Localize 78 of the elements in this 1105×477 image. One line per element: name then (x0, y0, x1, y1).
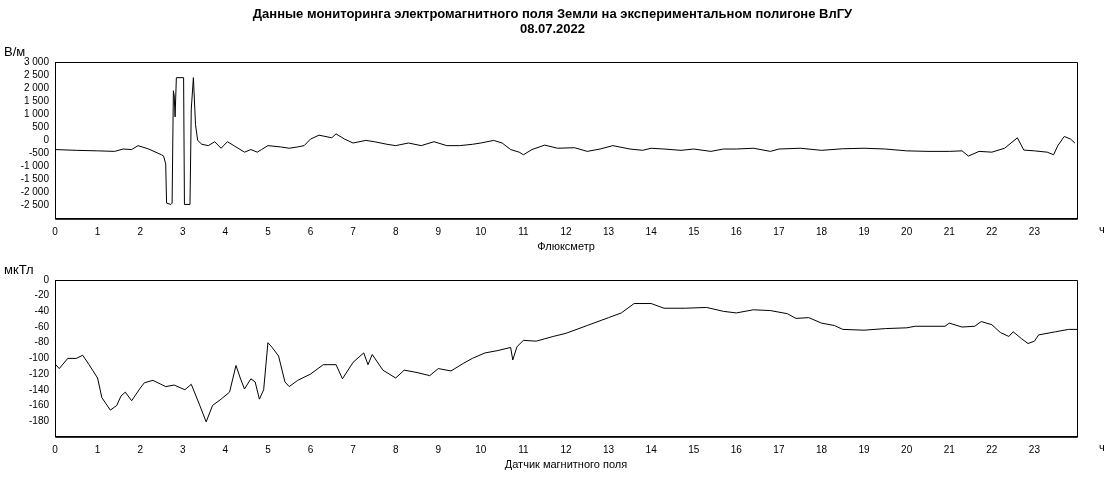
text: ч (1099, 223, 1105, 236)
y-tick-label: -1 500 (20, 173, 50, 185)
x-tick-label: 21 (943, 443, 956, 455)
x-tick-label: 23 (1028, 443, 1041, 455)
y-tick-label: -2 000 (20, 186, 50, 198)
y-tick-label: -2 500 (20, 199, 50, 211)
x-tick-label: 10 (475, 443, 487, 455)
x-tick-label: 11 (518, 225, 530, 237)
x-tick-label: 0 (52, 225, 59, 237)
y-tick-label: 2 000 (23, 81, 50, 93)
x-tick-label: 17 (773, 225, 785, 237)
y-tick-label: -500 (28, 147, 50, 159)
y-tick-label: 1 000 (23, 108, 50, 120)
y-tick-label: -180 (28, 414, 50, 426)
x-tick-label: 17 (773, 443, 785, 455)
x-tick-label: 19 (858, 443, 871, 455)
x-tick-label: 4 (222, 225, 229, 237)
y-tick-label: -140 (28, 383, 50, 395)
x-tick-label: 18 (815, 443, 828, 455)
x-tick-label: 14 (645, 443, 658, 455)
x-tick-label: 7 (350, 443, 357, 455)
y-tick-label: -40 (34, 305, 50, 317)
x-tick-label: 4 (222, 443, 229, 455)
x-tick-label: 20 (901, 225, 913, 237)
x-tick-label: 1 (94, 225, 101, 237)
x-tick-label: 16 (730, 443, 743, 455)
x-tick-label: 18 (815, 225, 828, 237)
chart-title: Данные мониторинга электромагнитного поля Земли на экспериментальном полигоне ВлГУ (251, 6, 854, 21)
x-tick-label: 21 (943, 225, 956, 237)
y-tick-label: -120 (28, 367, 50, 379)
x-tick-label: 15 (688, 225, 700, 237)
x-tick-label: 14 (645, 225, 658, 237)
x-tick-label: 5 (265, 443, 272, 455)
x-tick-label: 2 (137, 443, 144, 455)
x-tick-label: 10 (475, 225, 487, 237)
y-axis-title: В/м (4, 44, 26, 60)
x-tick-label: 9 (435, 443, 442, 455)
x-tick-label: 3 (179, 225, 186, 237)
x-tick-label: 7 (350, 225, 357, 237)
x-tick-label: 13 (603, 443, 615, 455)
x-tick-label: 23 (1028, 225, 1041, 237)
x-axis-title: Датчик магнитного поля (504, 458, 628, 471)
y-tick-label: -20 (34, 289, 50, 301)
y-tick-label: 2 500 (23, 68, 50, 80)
y-tick-label: -100 (28, 352, 50, 364)
x-tick-label: 8 (392, 225, 399, 237)
y-tick-label: -60 (34, 320, 50, 332)
x-tick-label: 19 (858, 225, 871, 237)
x-tick-label: 15 (688, 443, 700, 455)
y-tick-label: 3 000 (23, 55, 50, 67)
x-axis-title: Флюксметр (537, 240, 595, 253)
x-tick-label: 6 (307, 443, 314, 455)
y-tick-label: 0 (43, 273, 50, 285)
y-axis-title: мкТл (4, 262, 34, 278)
x-tick-label: 12 (560, 443, 572, 455)
x-tick-label: 16 (730, 225, 743, 237)
x-tick-label: 11 (518, 443, 530, 455)
x-tick-label: 8 (392, 443, 399, 455)
y-tick-label: 1 500 (23, 94, 50, 106)
x-tick-label: 2 (137, 225, 144, 237)
x-tick-label: 22 (986, 443, 998, 455)
x-tick-label: 3 (179, 443, 186, 455)
text: ч (1099, 441, 1105, 454)
x-tick-label: 9 (435, 225, 442, 237)
x-tick-label: 12 (560, 225, 572, 237)
x-tick-label: 13 (603, 225, 615, 237)
chart-subtitle: 08.07.2022 (518, 21, 587, 36)
y-tick-label: -1 000 (20, 160, 50, 172)
y-tick-label: 0 (43, 134, 50, 146)
y-tick-label: -80 (34, 336, 50, 348)
x-tick-label: 5 (265, 225, 272, 237)
x-tick-label: 20 (901, 443, 913, 455)
y-tick-label: -160 (28, 399, 50, 411)
x-tick-label: 0 (52, 443, 59, 455)
x-tick-label: 6 (307, 225, 314, 237)
y-tick-label: 500 (32, 121, 50, 133)
x-tick-label: 1 (94, 443, 101, 455)
x-tick-label: 22 (986, 225, 998, 237)
